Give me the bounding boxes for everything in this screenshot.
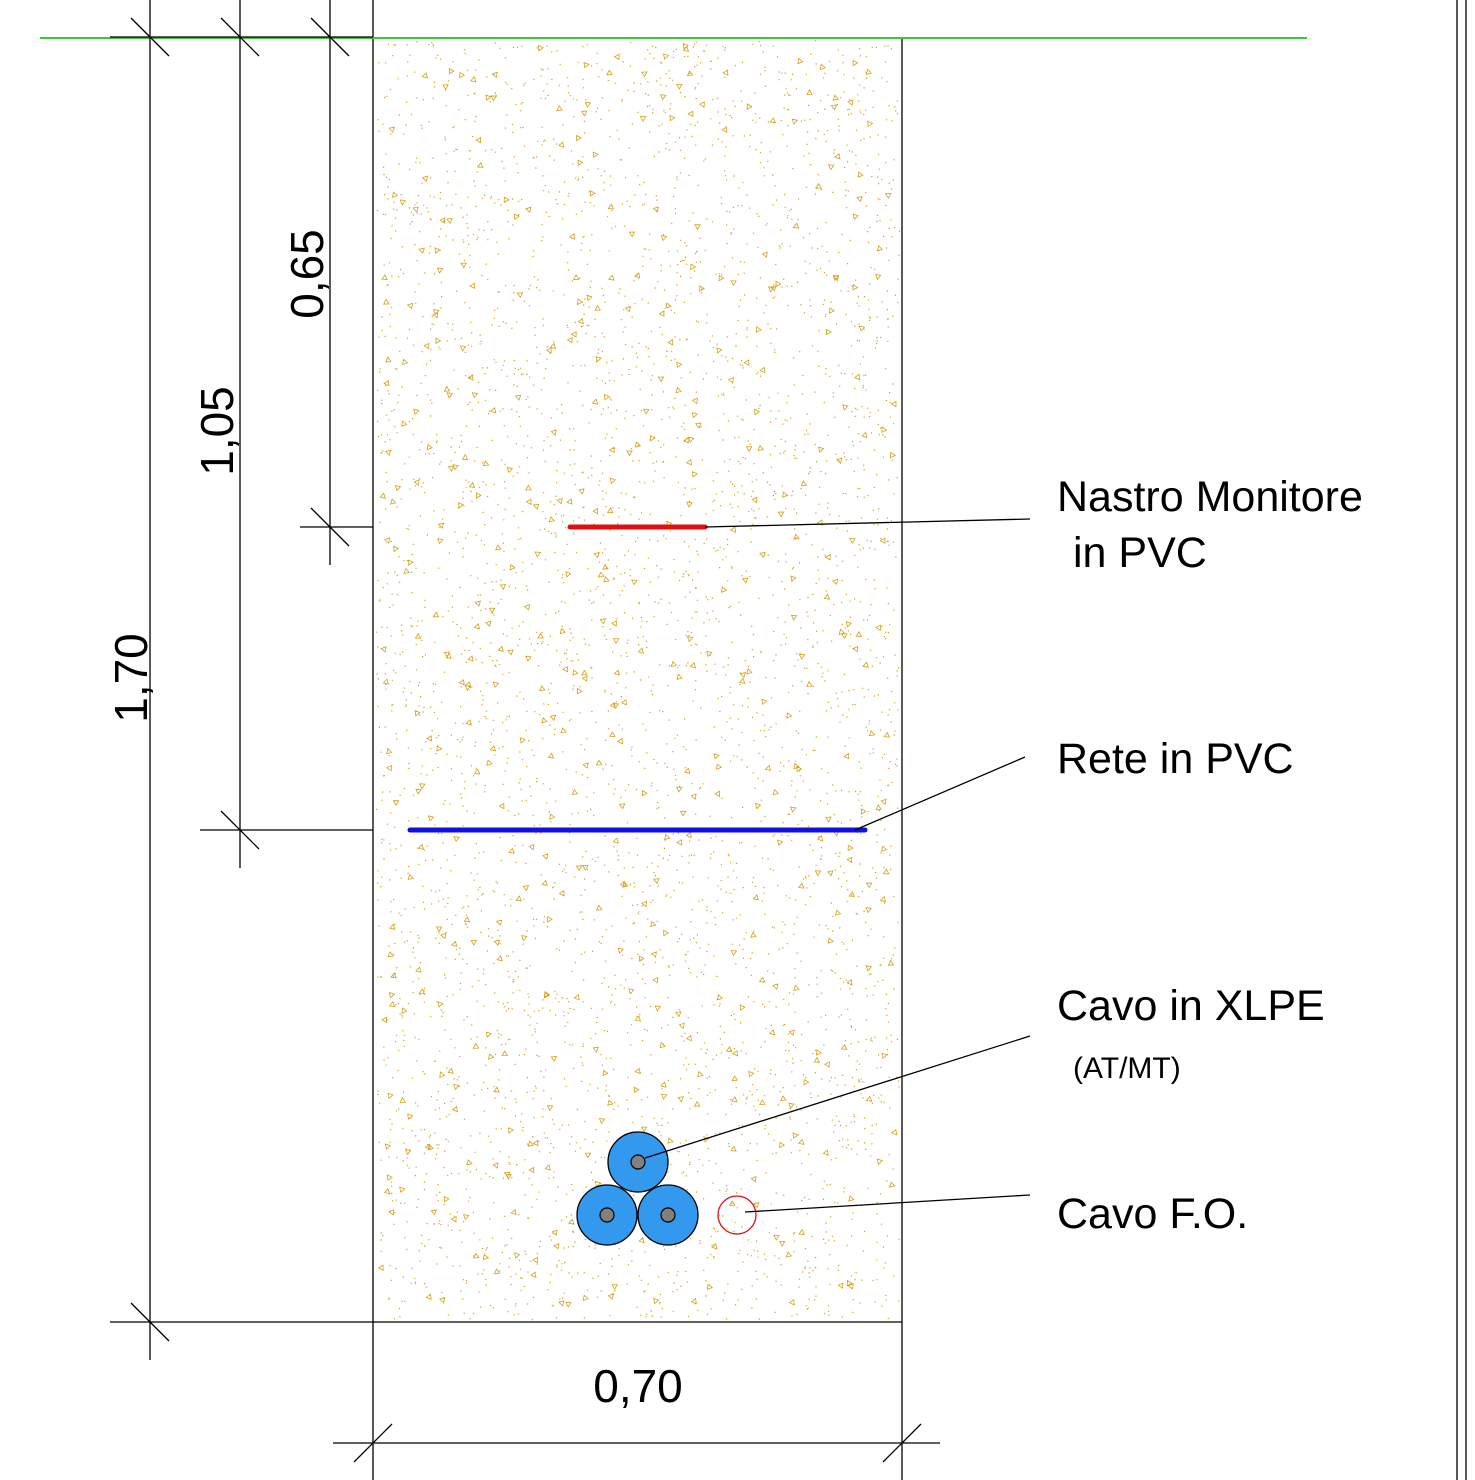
dimension-trench-width (333, 1423, 940, 1463)
label-tape-line1: Nastro Monitore (1057, 473, 1363, 521)
dim-label-trench-width: 0,70 (593, 1360, 683, 1412)
leader-fiber (744, 1194, 1031, 1213)
dim-label-net-depth: 1,05 (191, 386, 243, 476)
label-cable-line2: (AT/MT) (1073, 1052, 1181, 1085)
sand-dots (376, 40, 901, 1321)
cable-top (607, 1131, 669, 1193)
leader-net (854, 756, 1026, 831)
cable-left (576, 1184, 638, 1246)
frame-border (1456, 0, 1467, 1480)
xlpe-cable-trefoil (576, 1131, 699, 1246)
label-net: Rete in PVC (1057, 735, 1294, 783)
dim-label-tape-depth: 0,65 (281, 229, 333, 319)
label-cable-line1: Cavo in XLPE (1057, 982, 1325, 1030)
sand-backfill (376, 40, 901, 1321)
leader-cable (644, 1035, 1031, 1159)
dim-label-total-depth: 1,70 (105, 633, 157, 723)
leader-tape (704, 518, 1031, 528)
sand-grains (377, 42, 898, 1308)
dimension-total-depth (130, 0, 170, 1360)
label-fiber: Cavo F.O. (1057, 1190, 1248, 1238)
cable-right (637, 1184, 699, 1246)
dimension-net-depth (200, 0, 373, 868)
label-tape-line2: in PVC (1073, 529, 1207, 577)
leader-lines (644, 518, 1031, 1213)
trench-outline (110, 0, 903, 1480)
fiber-optic-cable (717, 1195, 757, 1235)
dimension-tape-depth (300, 0, 373, 565)
